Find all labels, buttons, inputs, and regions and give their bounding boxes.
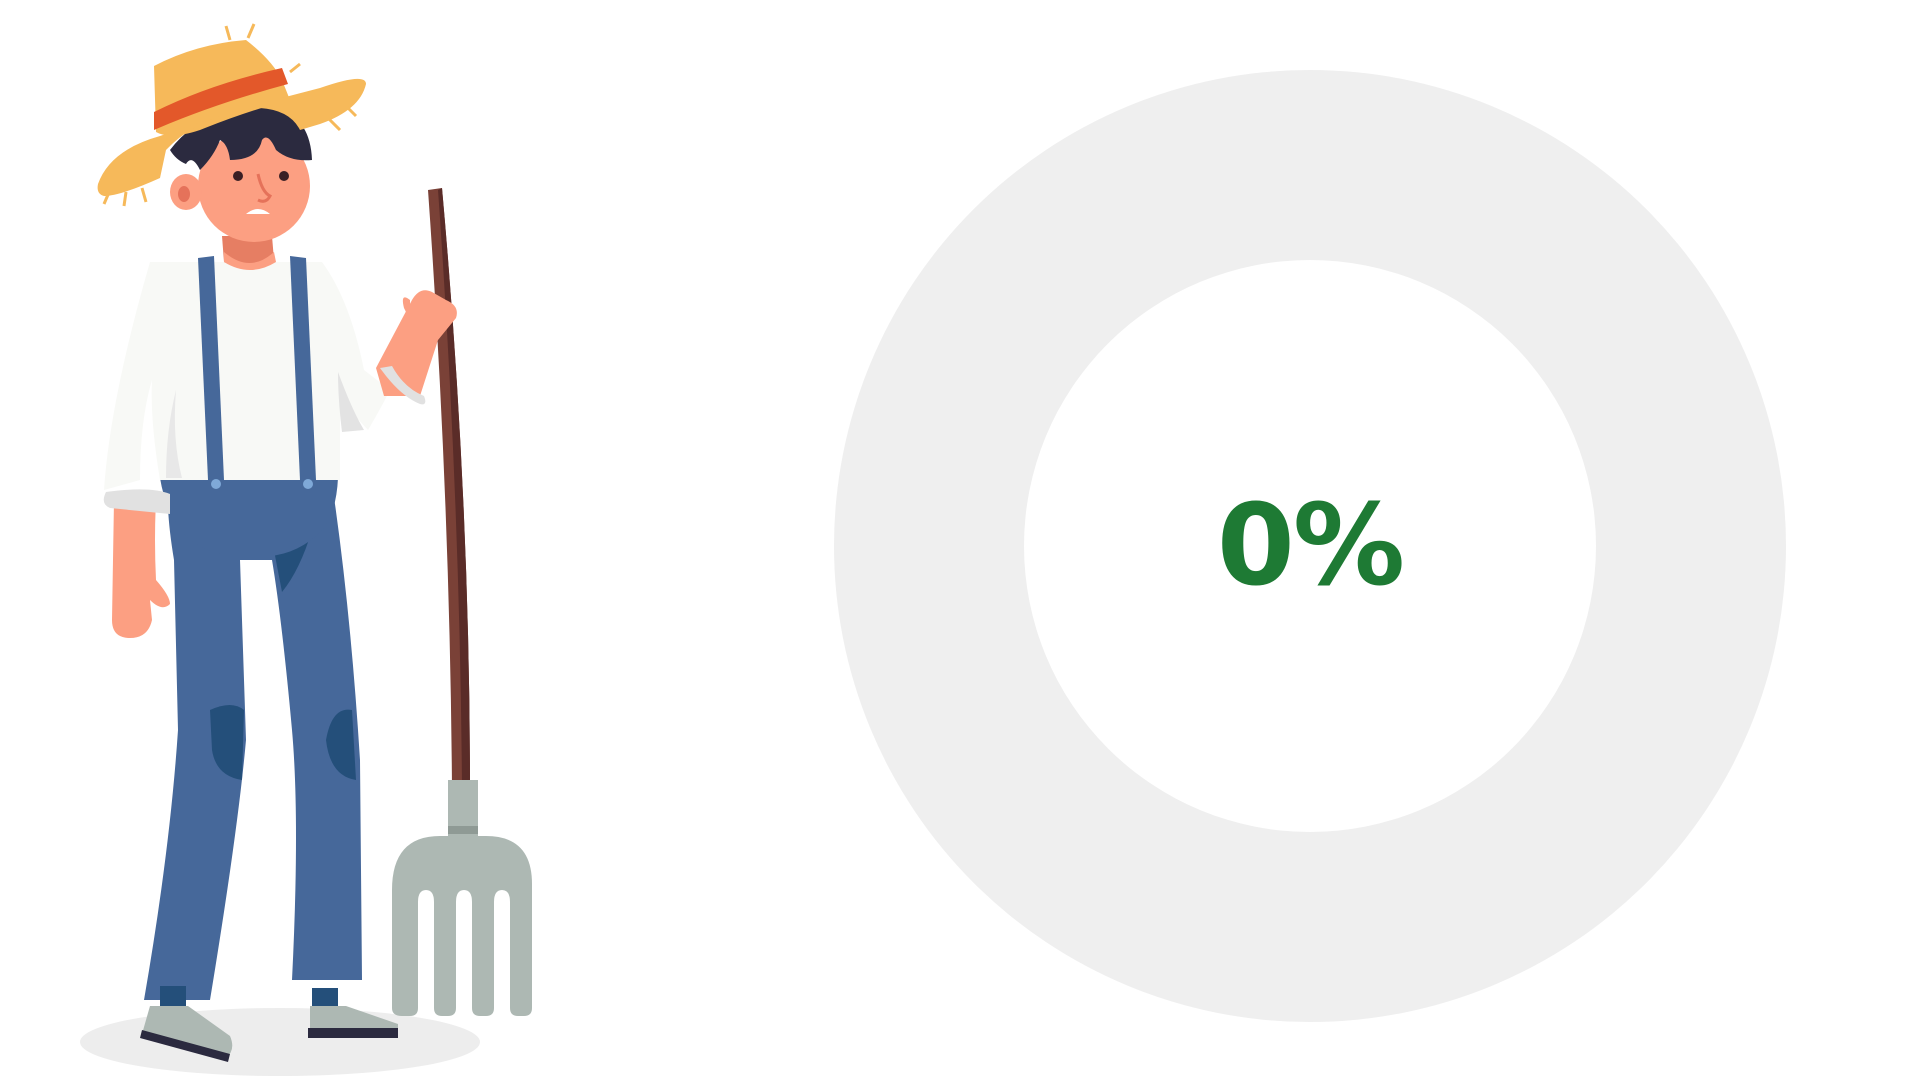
progress-ring-center: 0% xyxy=(1024,260,1596,832)
progress-ring: 0% xyxy=(834,70,1786,1022)
suspenders xyxy=(198,256,316,489)
straw-hat xyxy=(97,23,366,207)
ground-shadow xyxy=(80,1008,480,1076)
farmer-illustration xyxy=(80,23,532,1076)
overalls xyxy=(144,470,362,1000)
left-arm xyxy=(103,489,170,638)
shoes xyxy=(140,986,398,1062)
shirt xyxy=(104,262,390,490)
progress-percentage: 0% xyxy=(1216,481,1405,611)
right-arm xyxy=(376,290,457,405)
